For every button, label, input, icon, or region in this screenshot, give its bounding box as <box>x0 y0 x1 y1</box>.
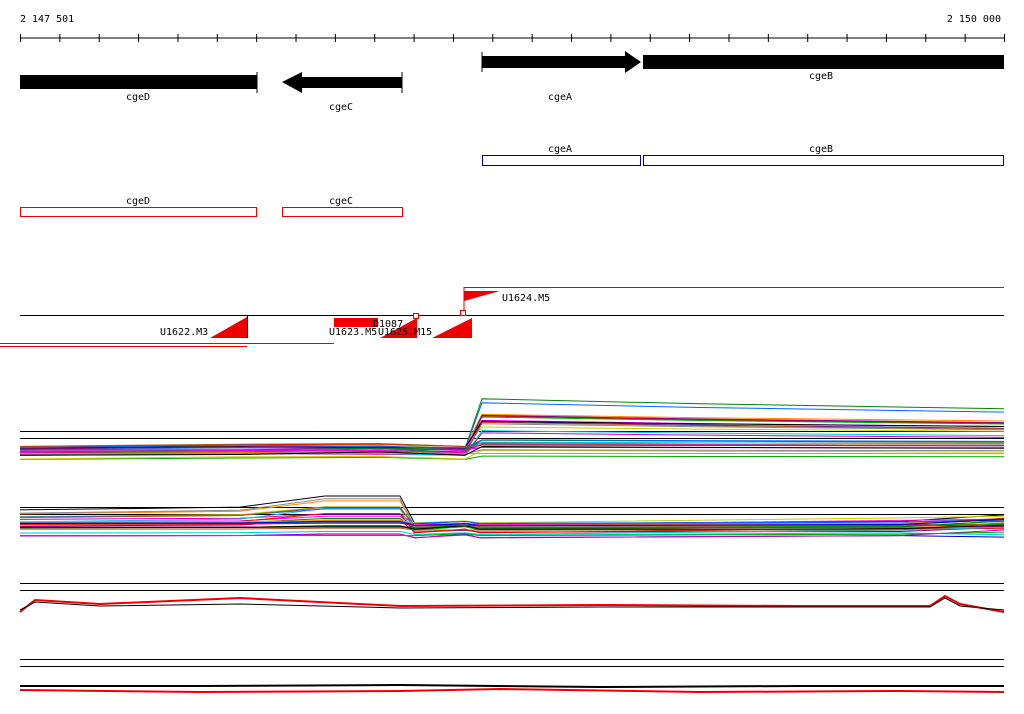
profile-trace <box>19 449 1005 455</box>
gene-label: cgeA <box>548 92 572 103</box>
profile-trace <box>19 597 1005 611</box>
profile-trace <box>19 518 1005 527</box>
gene-label: cgeB <box>809 71 833 82</box>
feature-triangle <box>432 318 472 338</box>
feature-block <box>334 318 378 327</box>
gene-label: cgeD <box>126 92 150 103</box>
profile-trace <box>19 439 1005 451</box>
profile-trace <box>19 439 1005 449</box>
feature-label: U1625.M15 <box>378 327 432 338</box>
profile-trace <box>19 444 1005 450</box>
feature-marker <box>460 310 466 316</box>
profile-trace <box>19 443 1005 447</box>
red-box <box>282 207 403 217</box>
gene-label: cgeC <box>329 102 353 113</box>
box-label: cgeA <box>548 144 572 155</box>
feature-label: D1087 <box>373 319 403 330</box>
box-label: cgeC <box>329 196 353 207</box>
profile-trace <box>19 449 1005 460</box>
gene-arrow <box>643 55 1004 69</box>
profile-traces <box>19 398 1005 539</box>
box-label: cgeB <box>809 144 833 155</box>
profile-trace <box>20 683 1004 689</box>
profile-trace <box>19 687 1005 694</box>
panel-lines <box>20 431 1004 667</box>
ruler-ticks <box>20 34 1005 42</box>
profile-trace <box>19 518 1005 526</box>
profile-trace <box>19 522 1005 531</box>
profile-trace <box>19 594 1005 613</box>
gene-arrow <box>482 51 641 73</box>
ruler-end-label: 2 150 000 <box>947 14 1001 25</box>
feature-label: U1624.M5 <box>502 293 550 304</box>
profile-trace <box>19 531 1005 537</box>
feature-label: U1623.M5 <box>329 327 377 338</box>
gene-arrow <box>20 75 257 89</box>
feature-label: U1622.M3 <box>160 327 208 338</box>
feature-triangle <box>464 291 500 301</box>
profile-trace <box>19 520 1005 529</box>
feature-triangle <box>210 317 247 338</box>
blue-box <box>482 155 641 166</box>
feature-triangle <box>380 318 417 338</box>
profile-trace <box>19 526 1005 536</box>
ruler-start-label: 2 147 501 <box>20 14 74 25</box>
box-label: cgeD <box>126 196 150 207</box>
blue-box <box>643 155 1004 166</box>
profile-trace <box>19 524 1005 530</box>
red-box <box>20 207 257 217</box>
feature-marker <box>413 313 419 319</box>
profile-trace <box>19 446 1005 456</box>
gene-arrow <box>282 72 402 93</box>
